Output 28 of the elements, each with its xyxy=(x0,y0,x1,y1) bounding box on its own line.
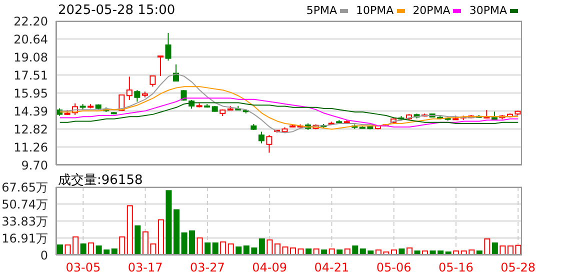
y-tick-label: 22.20 xyxy=(14,14,48,28)
x-tick-label: 05-16 xyxy=(438,260,474,275)
y-tick-label: 9.70 xyxy=(21,158,48,172)
x-tick-label: 03-17 xyxy=(128,260,163,275)
legend-label: 20PMA xyxy=(412,4,450,17)
y-tick-label: 50.74万 xyxy=(2,197,48,212)
legend-label: 5PMA xyxy=(306,4,338,17)
y-tick-label: 14.39 xyxy=(14,104,48,118)
y-tick-label: 12.82 xyxy=(14,122,48,136)
y-tick-label: 19.08 xyxy=(14,50,48,64)
chart-title: 2025-05-28 15:00 xyxy=(58,3,176,18)
x-tick-label: 05-06 xyxy=(376,260,412,275)
y-tick-label: 33.83万 xyxy=(2,214,48,228)
y-tick-label: 11.26 xyxy=(14,140,48,154)
x-tick-label: 05-28 xyxy=(500,260,536,275)
chart-title: 成交量:96158 xyxy=(58,172,143,189)
x-tick-label: 03-27 xyxy=(190,260,225,275)
y-tick-label: 15.95 xyxy=(14,86,48,100)
x-tick-label: 04-09 xyxy=(252,260,288,275)
y-tick-label: 0 xyxy=(40,248,48,262)
y-tick-label: 20.64 xyxy=(14,32,48,46)
y-tick-label: 16.91万 xyxy=(2,231,48,246)
x-tick-label: 03-05 xyxy=(66,260,101,275)
y-tick-label: 17.51 xyxy=(14,68,48,82)
y-tick-label: 67.65万 xyxy=(2,180,48,194)
x-tick-label: 04-21 xyxy=(314,260,350,275)
legend-label: 10PMA xyxy=(356,4,394,17)
legend-label: 30PMA xyxy=(469,4,507,17)
